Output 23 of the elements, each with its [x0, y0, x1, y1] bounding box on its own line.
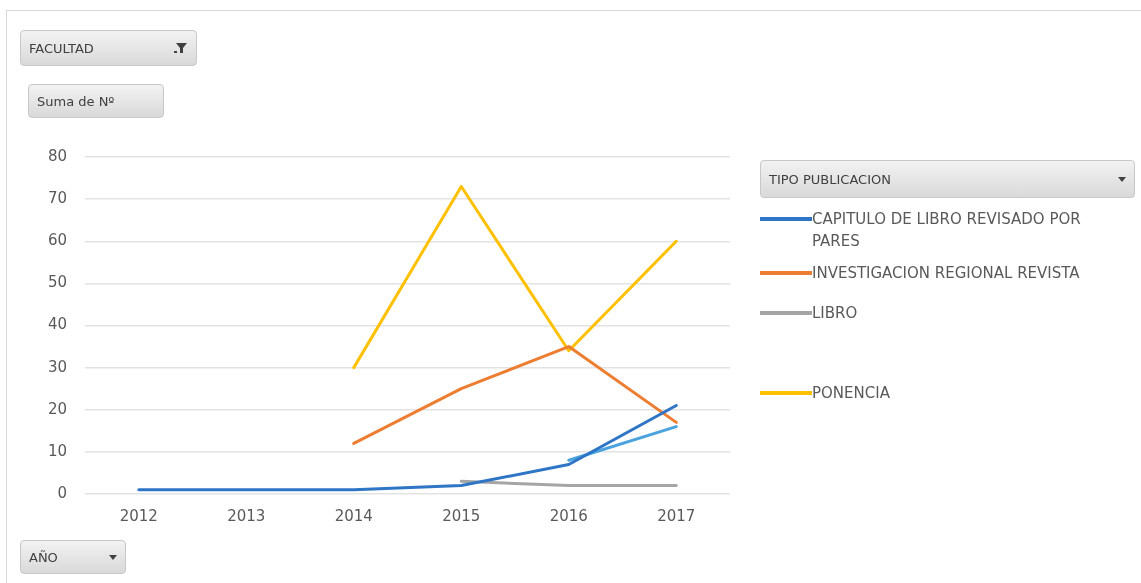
y-tick-label: 20 [47, 399, 68, 418]
y-tick-label: 80 [47, 146, 68, 165]
y-tick-label: 40 [47, 315, 68, 334]
y-tick-label: 50 [47, 273, 68, 292]
x-axis-title: AÑO [29, 549, 58, 565]
legend-label: LIBRO [812, 303, 859, 324]
x-tick-label: 2017 [657, 506, 696, 525]
y-axis-title: Suma de Nº [28, 84, 164, 118]
legend-label: CAPITULO DE LIBRO REVISADO POR PARES [812, 209, 1082, 252]
x-tick-label: 2014 [334, 506, 373, 525]
y-tick-label: 10 [47, 441, 68, 460]
y-tick-label: 60 [47, 231, 68, 250]
x-tick-label: 2016 [549, 506, 588, 525]
legend-label: PONENCIA [812, 383, 891, 404]
y-tick-label: 70 [47, 189, 68, 208]
legend-label: INVESTIGACION REGIONAL REVISTA [812, 263, 1081, 284]
y-tick-label: 0 [57, 483, 68, 502]
text: FACULTAD [29, 40, 94, 56]
y-tick-label: 30 [47, 357, 68, 376]
x-tick-label: 2015 [442, 506, 481, 525]
x-tick-label: 2013 [227, 506, 266, 525]
x-tick-label: 2012 [119, 506, 158, 525]
legend-title: TIPO PUBLICACION [769, 171, 891, 187]
